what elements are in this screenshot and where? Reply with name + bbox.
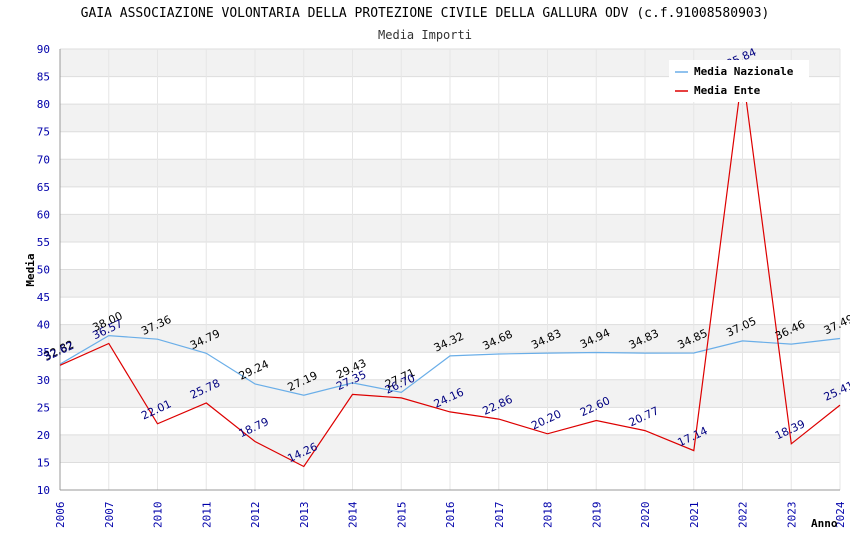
x-tick-label: 2018 <box>542 502 555 529</box>
x-tick-label: 2007 <box>103 502 116 529</box>
y-tick-label: 70 <box>37 153 50 166</box>
x-tick-label: 2024 <box>834 501 847 528</box>
y-tick-label: 10 <box>37 484 50 497</box>
y-tick-label: 25 <box>37 401 50 414</box>
y-tick-label: 40 <box>37 319 50 332</box>
y-tick-label: 85 <box>37 71 50 84</box>
y-tick-label: 15 <box>37 456 50 469</box>
series-line-media-ente <box>59 71 841 468</box>
legend: Media Nazionale Media Ente <box>669 60 809 102</box>
y-tick-label: 60 <box>37 208 50 221</box>
x-tick-label: 2017 <box>493 502 506 529</box>
x-tick-label: 2010 <box>152 502 165 529</box>
y-tick-label: 50 <box>37 264 50 277</box>
x-tick-label: 2011 <box>200 502 213 529</box>
x-tick-label: 2014 <box>347 501 360 528</box>
legend-box <box>669 60 809 102</box>
series-line-media-nazionale <box>59 334 841 396</box>
y-tick-label: 75 <box>37 126 50 139</box>
x-tick-label: 2006 <box>54 502 67 529</box>
x-axis-label: Anno <box>811 517 838 530</box>
y-tick-label: 20 <box>37 429 50 442</box>
chart-subtitle: Media Importi <box>378 28 472 42</box>
x-tick-label: 2020 <box>639 502 652 529</box>
x-tick-label: 2019 <box>590 502 603 529</box>
legend-label: Media Nazionale <box>694 65 794 78</box>
y-tick-label: 55 <box>37 236 50 249</box>
y-axis-label: Media <box>24 253 37 286</box>
x-axis-ticks: 2006 2007 2010 2011 2012 2013 2014 2015 2016 2017… <box>54 501 847 528</box>
x-tick-label: 2013 <box>298 502 311 529</box>
x-tick-label: 2015 <box>395 502 408 529</box>
x-tick-label: 2023 <box>785 502 798 529</box>
y-tick-label: 90 <box>37 43 50 56</box>
series-group <box>59 71 841 468</box>
y-tick-label: 45 <box>37 291 50 304</box>
x-tick-label: 2021 <box>688 502 701 529</box>
y-tick-label: 80 <box>37 98 50 111</box>
legend-label: Media Ente <box>694 84 761 97</box>
y-tick-label: 30 <box>37 374 50 387</box>
y-tick-label: 35 <box>37 346 50 359</box>
x-tick-label: 2016 <box>444 502 457 529</box>
y-axis-ticks: 10 15 20 25 30 35 40 45 50 55 60 65 70 75 80 85 90 <box>37 43 50 497</box>
x-tick-label: 2022 <box>737 502 750 529</box>
x-tick-label: 2012 <box>249 502 262 529</box>
grid-lines <box>59 48 841 491</box>
y-tick-label: 65 <box>37 181 50 194</box>
chart-title: GAIA ASSOCIAZIONE VOLONTARIA DELLA PROTE… <box>80 6 770 21</box>
